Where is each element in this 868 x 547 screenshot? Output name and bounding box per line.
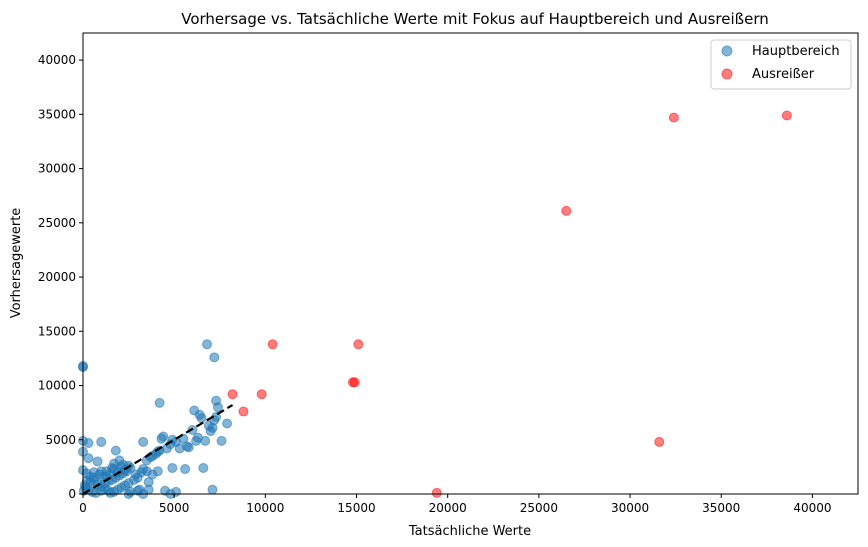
series-ausreisser [227,110,792,498]
data-point [158,431,169,442]
y-tick-label: 20000 [38,270,76,284]
data-point [349,377,360,388]
data-point [200,435,211,446]
y-tick-label: 5000 [45,433,76,447]
data-point [167,462,178,473]
data-point [183,442,194,453]
data-point [143,484,154,495]
data-point [136,467,147,478]
data-point [110,445,121,456]
data-point [198,462,209,473]
data-point [83,453,94,464]
data-point [196,413,207,424]
data-point [83,438,94,449]
x-tick-label: 25000 [520,501,558,515]
data-point [227,389,238,400]
y-tick-label: 25000 [38,216,76,230]
x-tick-label: 40000 [793,501,831,515]
x-tick-label: 0 [79,501,87,515]
data-point [216,435,227,446]
plot-frame [82,32,859,495]
data-point [207,484,218,495]
data-point [107,462,118,473]
data-point [654,436,665,447]
data-point [154,397,165,408]
data-point [171,486,181,497]
data-point [238,406,249,417]
data-point [668,112,679,123]
legend: Hauptbereich Ausreißer [710,39,852,90]
data-point [353,339,364,350]
data-point [180,464,191,475]
data-point [138,436,149,447]
x-tick-label: 20000 [429,501,467,515]
legend-label-ausreisser: Ausreißer [752,67,815,82]
x-tick-label: 30000 [611,501,649,515]
data-point [92,456,103,467]
legend-box [710,39,852,90]
legend-marker-hauptbereich [721,45,733,57]
y-tick-label: 15000 [38,324,76,338]
y-tick-label: 0 [68,487,76,501]
y-tick-label: 35000 [38,107,76,121]
data-point [222,418,233,429]
data-point [561,205,572,216]
data-point [267,339,278,350]
x-tick-label: 10000 [246,501,284,515]
x-tick-label: 5000 [159,501,190,515]
data-point [134,484,145,495]
y-tick-label: 40000 [38,53,76,67]
x-tick-label: 35000 [702,501,740,515]
data-point [152,466,163,477]
data-point [256,389,267,400]
y-axis: 0 5000 10000 15000 20000 25000 30000 35000 40000 [38,53,83,501]
data-point [118,459,129,470]
y-axis-label: Vorhersagewerte [9,208,24,319]
data-point [209,352,220,363]
data-point [212,402,223,413]
data-point [105,487,116,498]
data-point [202,339,212,350]
data-point [431,487,442,498]
data-point [781,110,792,121]
chart-title: Vorhersage vs. Tatsächliche Werte mit Fo… [181,10,769,28]
data-point [96,436,107,447]
x-axis-label: Tatsächliche Werte [408,524,531,539]
reference-line [82,404,234,495]
plot-area [78,110,792,499]
y-tick-label: 30000 [38,162,76,176]
x-tick-label: 15000 [337,501,375,515]
legend-label-hauptbereich: Hauptbereich [752,44,840,59]
legend-marker-ausreisser [721,68,733,80]
y-tick-label: 10000 [38,379,76,393]
x-axis: 0 5000 10000 15000 20000 25000 30000 35000 40000 [79,494,832,515]
